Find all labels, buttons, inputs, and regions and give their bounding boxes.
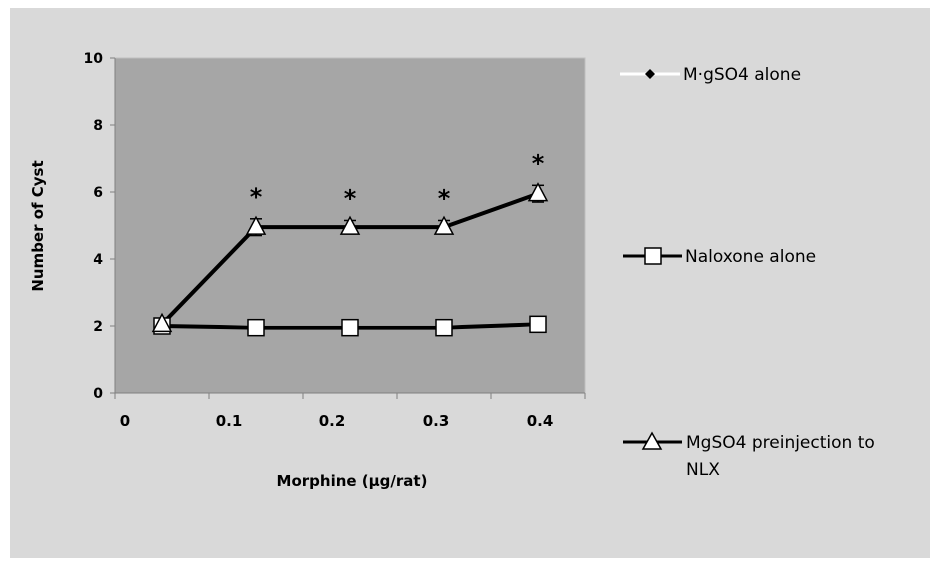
x-tick-label: 0 xyxy=(120,412,130,430)
significance-asterisk: * xyxy=(532,149,545,177)
x-tick-label: 0.3 xyxy=(423,412,450,430)
x-axis-label: Morphine (µg/rat) xyxy=(277,472,428,490)
significance-asterisk: * xyxy=(438,184,451,212)
significance-asterisk: * xyxy=(250,183,263,211)
data-point-triangle xyxy=(151,312,173,333)
y-tick-label: 2 xyxy=(93,319,103,335)
diamond-marker-icon xyxy=(645,69,655,79)
data-point-square xyxy=(529,315,547,334)
triangle-marker-icon xyxy=(641,431,663,450)
legend-item-mgso4-preinjection: MgSO4 preinjection to NLX xyxy=(623,431,875,480)
data-point-triangle xyxy=(527,182,549,202)
legend-label: NLX xyxy=(686,460,720,480)
significance-annotations: * * * * xyxy=(250,149,545,212)
legend: M·gSO4 alone Naloxone alone MgSO4 preinj… xyxy=(620,65,875,480)
legend-label: MgSO4 preinjection to xyxy=(686,433,875,453)
legend-label: M·gSO4 alone xyxy=(683,65,801,85)
data-point-triangle xyxy=(339,215,361,235)
data-point-square xyxy=(341,318,359,337)
axes xyxy=(110,57,586,399)
legend-label: Naloxone alone xyxy=(685,247,816,267)
y-tick-label: 0 xyxy=(93,386,103,402)
square-marker-icon xyxy=(644,247,662,265)
y-tick-labels: 0 2 4 6 8 10 xyxy=(84,51,104,402)
chart-frame: 0 2 4 6 8 10 0 0.1 0.2 0.3 0.4 * * * * Number of Cys… xyxy=(10,8,930,558)
y-axis-label: Number of Cyst xyxy=(29,160,47,291)
significance-asterisk: * xyxy=(344,184,357,212)
y-tick-label: 6 xyxy=(93,185,103,201)
data-point-square xyxy=(435,318,453,337)
legend-item-mgso4-alone: M·gSO4 alone xyxy=(620,65,801,85)
y-tick-label: 8 xyxy=(93,118,103,134)
legend-item-naloxone-alone: Naloxone alone xyxy=(623,247,816,267)
y-tick-label: 4 xyxy=(93,252,103,268)
x-tick-label: 0.2 xyxy=(319,412,346,430)
x-tick-label: 0.4 xyxy=(527,412,554,430)
data-point-square xyxy=(247,318,265,337)
x-tick-label: 0.1 xyxy=(216,412,243,430)
data-point-triangle xyxy=(245,215,267,235)
series-markers xyxy=(151,182,549,337)
y-tick-label: 10 xyxy=(84,51,104,67)
line-chart: 0 2 4 6 8 10 0 0.1 0.2 0.3 0.4 * * * * Number of Cys… xyxy=(29,51,875,490)
data-point-triangle xyxy=(433,215,455,235)
x-tick-labels: 0 0.1 0.2 0.3 0.4 xyxy=(120,412,554,430)
